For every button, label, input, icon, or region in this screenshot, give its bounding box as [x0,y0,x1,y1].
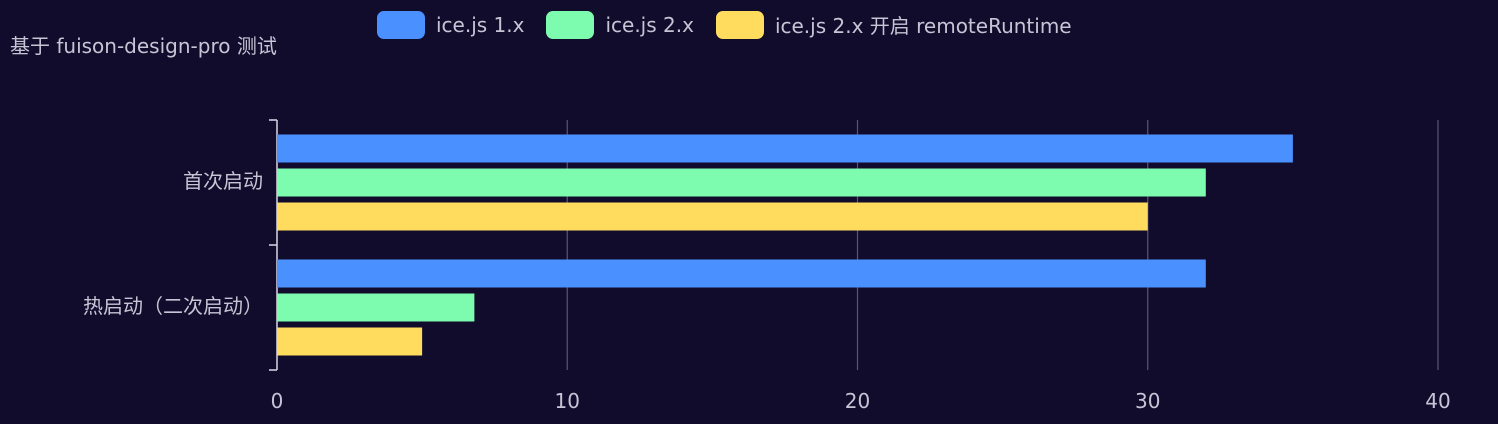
y-tick-label-1: 热启动（二次启动） [83,294,263,318]
bar-1-1 [277,293,475,322]
legend-item-ice2-remote[interactable]: ice.js 2.x 开启 remoteRuntime [715,10,1072,39]
legend: ice.js 1.x ice.js 2.x ice.js 2.x 开启 remo… [377,10,1094,39]
x-tick-label-40: 40 [1425,389,1450,413]
bar-1-2 [277,327,423,356]
legend-swatch-ice2 [546,10,595,39]
legend-swatch-ice1 [377,10,425,39]
legend-item-ice1[interactable]: ice.js 1.x [377,10,525,39]
bar-0-2 [277,202,1148,231]
x-tick-label-0: 0 [271,389,284,413]
bar-0-0 [277,134,1293,163]
x-tick-label-30: 30 [1135,389,1160,413]
bar-0-1 [277,168,1206,197]
legend-swatch-ice2-remote [715,10,764,39]
legend-label-ice2-remote: ice.js 2.x 开启 remoteRuntime [774,14,1072,38]
legend-label-ice2: ice.js 2.x [605,12,694,37]
bar-1-0 [277,259,1206,288]
chart-title: 基于 fuison-design-pro 测试 [10,34,277,58]
x-tick-label-20: 20 [845,389,870,413]
y-tick-label-0: 首次启动 [183,169,263,193]
x-tick-label-10: 10 [555,389,580,413]
legend-label-ice1: ice.js 1.x [436,12,525,37]
legend-item-ice2[interactable]: ice.js 2.x [546,10,694,39]
